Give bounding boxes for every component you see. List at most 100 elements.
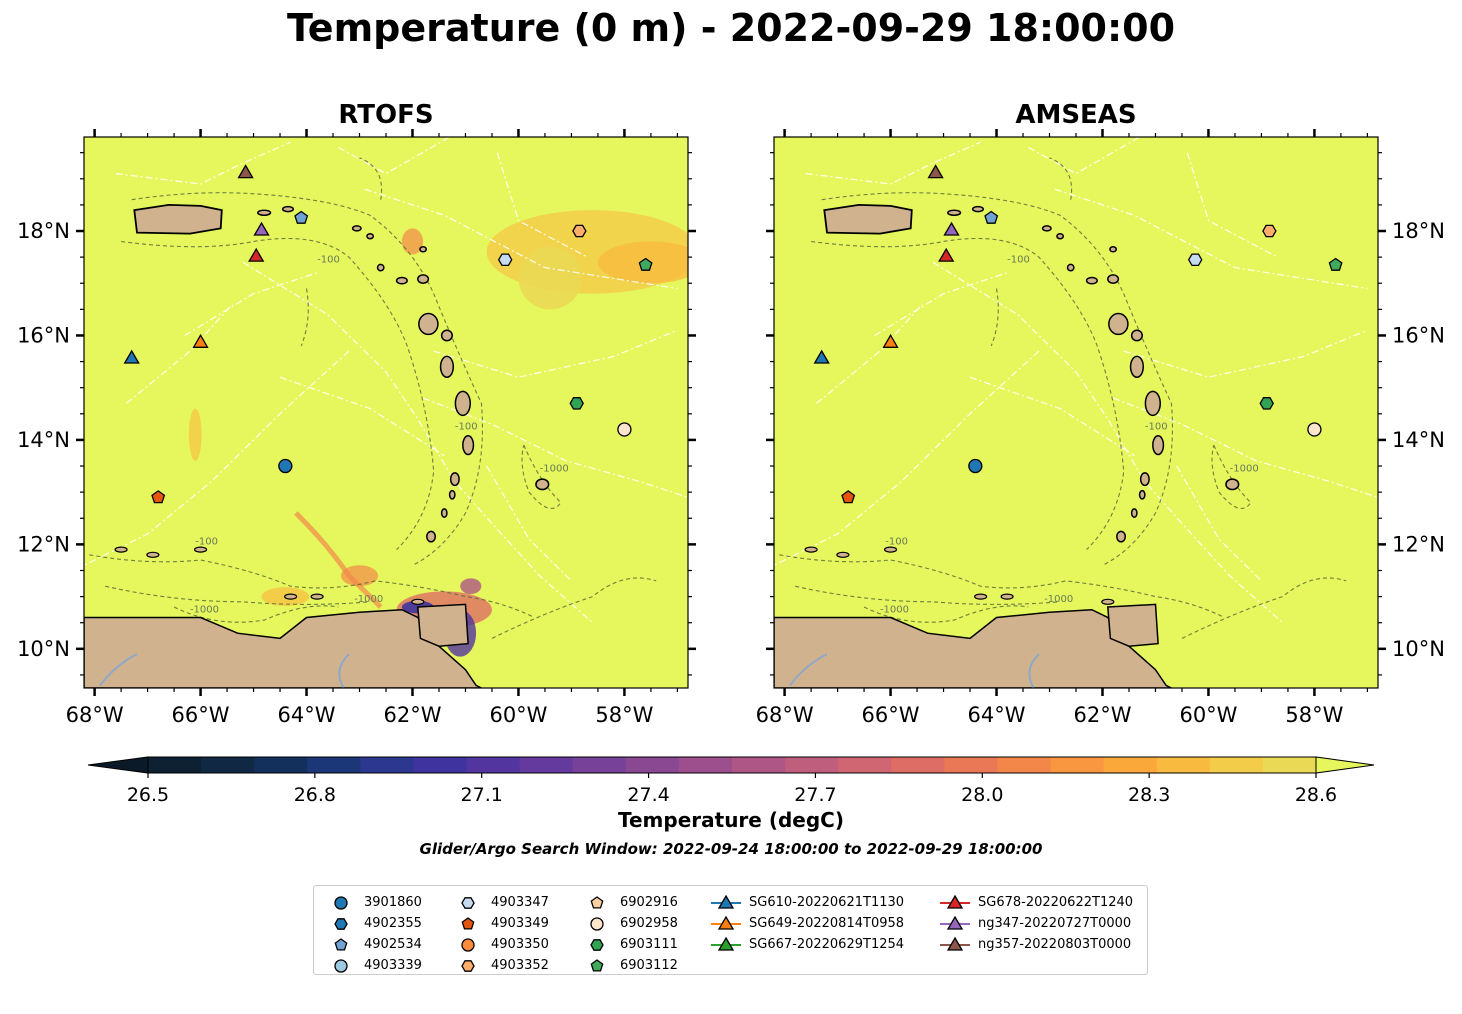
colorbar-segment [997,757,1052,773]
bathymetry-contour [521,444,562,510]
legend-label: 6902916 [620,895,678,910]
island [1000,593,1014,600]
glider-marker [237,164,254,179]
colorbar-segment [1262,757,1317,773]
island [1107,274,1120,284]
island [449,472,460,487]
y-tick-label: 14°N [17,428,70,452]
colorbar-segment [1103,757,1158,773]
bathymetry-contour [863,605,1029,623]
island [411,598,425,605]
legend-label: 3901860 [364,895,422,910]
legend-label: SG667-20220629T1254 [749,937,905,952]
argo-float-marker [497,253,513,267]
colorbar-segment [838,757,892,773]
legend-label: SG649-20220814T0958 [749,916,905,931]
island [310,593,324,600]
x-tick-label: 62°W [383,703,441,727]
legend-item-argo: 4903349 [451,913,549,934]
x-tick-label: 68°W [756,703,814,727]
colorbar: 26.5 26.8 27.1 27.4 27.7 28.0 28.3 28.6 [87,756,1375,806]
eez-boundary [486,465,572,582]
island [439,355,455,378]
eez-boundary [816,303,923,404]
contour-label: -100 [1007,254,1030,265]
colorbar-extend-high [1315,756,1375,774]
argo-marker-icon [461,959,475,972]
argo-marker-icon [461,937,475,952]
argo-marker-symbol [461,959,475,972]
colorbar-tick-label: 27.1 [461,784,503,806]
eez-boundary [364,188,678,290]
glider-marker [927,164,944,179]
legend-item-argo: 4902534 [324,934,422,955]
legend-label: 6903112 [620,958,678,973]
panel-title-amseas: AMSEAS [1015,100,1137,130]
x-tick-label: 58°W [595,703,653,727]
y-tick-label: 12°N [1392,532,1445,556]
legend: 3901860 4902355 4902534 4903339 4903347 4903… [313,885,1148,975]
glider-marker [813,349,830,364]
legend-item-argo: 6902958 [580,913,678,934]
contour-label: -100 [885,536,908,547]
puerto-rico-land [133,203,223,235]
legend-item-argo: 4903352 [451,955,549,976]
argo-marker-icon [334,958,348,973]
temperature-anomaly [401,228,424,255]
eez-boundary [969,376,1135,457]
y-tick-label: 12°N [17,532,70,556]
contour-label: -1000 [1230,463,1259,474]
map-panel-rtofs: -1000 -1000 -1000 -100 -100 -100 68°W 66°W 64°W 6… [17,129,696,727]
legend-column: 6902916 6902958 6903111 6903112 [580,892,678,976]
eez-boundary [422,397,688,498]
bathymetry-contour [990,288,999,347]
y-tick-label: 18°N [1392,219,1445,243]
island [836,551,850,558]
bathymetry-contour [491,577,657,639]
x-tick-label: 66°W [862,703,920,727]
argo-float-marker [572,224,587,238]
colorbar-segment [413,757,468,773]
argo-marker-symbol [334,958,348,973]
colorbar-tick-label: 28.3 [1128,784,1170,806]
eez-boundary [805,141,981,185]
legend-label: ng357-20220803T0000 [978,937,1132,952]
argo-float-marker [984,210,999,224]
glider-marker-symbol [717,894,735,909]
legend-label: 4903349 [491,916,549,931]
temperature-anomaly [188,408,202,461]
island [1085,276,1098,285]
island [395,276,408,285]
legend-item-argo: 4903339 [324,955,422,976]
eez-boundary [496,152,588,258]
figure-title: Temperature (0 m) - 2022-09-29 18:00:00 [286,6,1176,50]
island [426,530,437,543]
legend-label: SG678-20220622T1240 [978,895,1134,910]
island [1144,390,1161,417]
argo-marker-icon [590,938,604,951]
island [419,246,428,253]
y-tick-label: 16°N [17,323,70,347]
legend-item-glider: ng347-20220727T0000 [938,913,1133,934]
glider-marker [192,333,209,348]
island [448,489,456,500]
island [440,329,453,342]
island [376,263,385,272]
argo-float-marker [841,490,856,504]
y-tick-label: 18°N [17,219,70,243]
argo-marker-symbol [461,896,475,909]
y-tick-label: 16°N [1392,323,1445,347]
argo-marker-symbol [461,937,475,952]
contour-label: -100 [1145,421,1168,432]
island [1116,530,1127,543]
argo-marker-symbol [461,916,475,930]
island [146,551,160,558]
bathymetry-contour [121,237,435,550]
bathymetry-contour [1181,577,1347,639]
glider-marker-symbol [946,915,964,930]
legend-column: SG678-20220622T1240 ng347-20220727T0000 ng… [938,892,1133,955]
colorbar-segment [466,757,521,773]
glider-triangle-icon [940,936,970,951]
island [114,546,128,553]
eez-boundary [433,329,678,378]
